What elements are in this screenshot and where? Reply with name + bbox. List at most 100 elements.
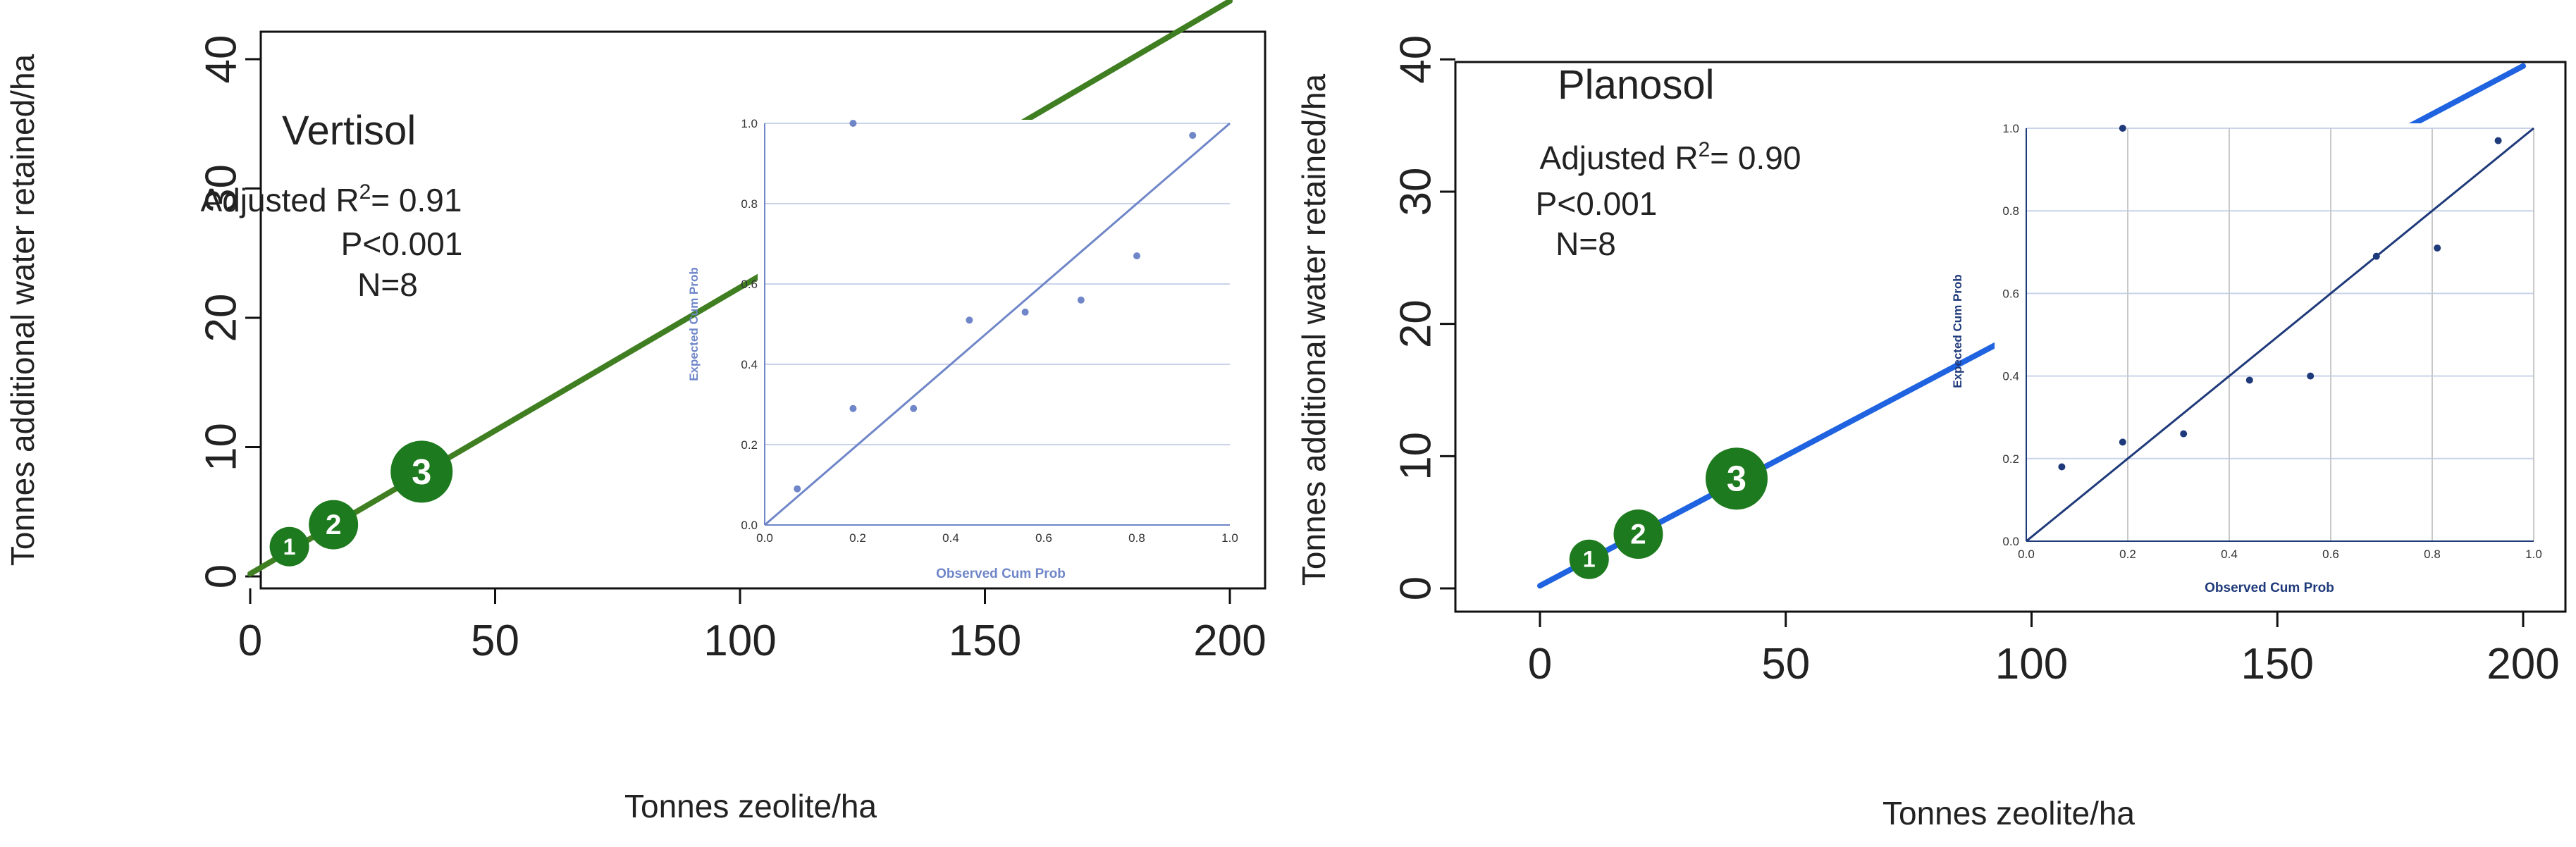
y-tick-label: 0	[1391, 576, 1440, 600]
marker-label: 1	[1583, 547, 1596, 572]
stat-n: N=8	[1555, 225, 1616, 262]
y-tick-label: 0	[197, 564, 245, 588]
inset-x-axis-label: Observed Cum Prob	[936, 567, 1066, 581]
y-tick-label: 30	[197, 164, 245, 213]
inset-reference-line	[2026, 127, 2534, 543]
inset-point	[849, 404, 857, 412]
y-axis-label: Tonnes additional water retained/ha	[4, 54, 41, 566]
inset-point	[2058, 463, 2066, 471]
inset-point	[2119, 438, 2126, 446]
stat-r2-value: = 0.90	[1710, 140, 1801, 176]
x-tick-label: 150	[949, 617, 1021, 665]
chart-1: 0 50 100 150 200 0 10 20 30 40 Tonnes zeolite/ha To…	[1295, 35, 2567, 831]
marker-label: 3	[412, 452, 431, 492]
marker-2	[309, 500, 359, 550]
inset-point	[2307, 372, 2315, 380]
inset-point	[794, 485, 801, 493]
stat-n: N=8	[357, 266, 418, 303]
inset-point	[2180, 430, 2188, 438]
marker-label: 1	[283, 534, 296, 559]
x-tick-label: 0	[1528, 640, 1552, 688]
stat-r2-label: Adjusted R	[1540, 140, 1699, 176]
inset-point	[2245, 376, 2253, 384]
inset-y-tick-label: 1.0	[2002, 122, 2019, 135]
marker-label: 3	[1727, 459, 1746, 499]
x-axis-label: Tonnes zeolite/ha	[624, 788, 877, 824]
x-tick-label: 50	[1761, 640, 1810, 688]
inset-x-axis-label: Observed Cum Prob	[2205, 581, 2334, 595]
marker-2	[1613, 509, 1663, 559]
inset-y-tick-label: 0.0	[741, 519, 758, 532]
inset-point	[2372, 252, 2380, 260]
y-axis-label: Tonnes additional water retained/ha	[1295, 73, 1332, 586]
stat-r2: Adjusted R2= 0.90	[1540, 138, 1801, 176]
inset-point	[2494, 137, 2502, 144]
inset-pp-plot: 0.0 0.2 0.4 0.6 0.8 1.0 0.0 0.2 0.4 0.6 0.8 1.0 Obse…	[687, 117, 1238, 581]
inset-y-tick-label: 0.6	[2002, 287, 2019, 300]
inset-y-tick-label: 0.6	[741, 278, 758, 291]
chart-title: Planosol	[1558, 62, 1714, 108]
stat-p-value: P<0.001	[1536, 185, 1658, 222]
y-tick-label: 20	[197, 294, 245, 342]
inset-y-tick-label: 0.4	[741, 358, 758, 371]
x-tick-label: 150	[2241, 640, 2314, 688]
inset-point	[910, 404, 918, 412]
stat-p-value: P<0.001	[341, 225, 463, 262]
inset-y-tick-label: 0.0	[2002, 535, 2019, 548]
stat-r2-value: = 0.91	[371, 182, 462, 218]
inset-x-tick-label: 0.8	[2424, 548, 2441, 561]
chart-0: 0 50 100 150 200 0 10 20 30 40 Tonnes zeolite/ha To…	[4, 0, 1267, 824]
plot-frame	[1454, 61, 2567, 613]
x-tick-label: 100	[1995, 640, 2068, 688]
inset-x-tick-label: 0.6	[1035, 531, 1052, 545]
inset-x-tick-label: 0.4	[2221, 548, 2238, 561]
inset-x-tick-label: 0.0	[2018, 548, 2035, 561]
plot-frame	[259, 30, 1267, 590]
marker-1	[1569, 539, 1609, 579]
inset-point	[1077, 296, 1085, 304]
y-tick-label: 10	[197, 423, 245, 471]
inset-x-tick-label: 1.0	[2525, 548, 2542, 561]
inset-x-tick-label: 0.0	[756, 531, 773, 545]
stat-r2: Adjusted R2= 0.91	[201, 180, 462, 218]
x-tick-label: 0	[238, 617, 262, 665]
marker-3	[390, 440, 453, 503]
inset-y-tick-label: 0.8	[2002, 204, 2019, 218]
x-tick-label: 50	[471, 617, 519, 665]
x-tick-label: 200	[1193, 617, 1266, 665]
stat-r2-superscript: 2	[1699, 138, 1711, 161]
inset-x-tick-label: 1.0	[1221, 531, 1238, 545]
marker-label: 2	[1630, 519, 1646, 550]
inset-x-tick-label: 0.6	[2322, 548, 2339, 561]
y-tick-label: 20	[1391, 299, 1440, 348]
x-tick-label: 100	[703, 617, 776, 665]
marker-1	[269, 526, 309, 567]
y-tick-label: 30	[1391, 167, 1440, 216]
inset-point	[1021, 308, 1029, 316]
inset-background	[1995, 123, 2537, 553]
inset-point	[1133, 252, 1140, 260]
inset-pp-plot: 0.0 0.2 0.4 0.6 0.8 1.0 0.0 0.2 0.4 0.6 0.8 1.0 Obse…	[1951, 122, 2542, 595]
y-tick-label: 40	[197, 35, 245, 84]
inset-y-tick-label: 0.2	[2002, 452, 2019, 466]
inset-x-tick-label: 0.2	[849, 531, 866, 545]
inset-point	[966, 316, 973, 324]
y-tick-label: 40	[1391, 35, 1440, 84]
inset-point	[849, 120, 857, 127]
inset-y-axis-label: Expected Cum Prob	[1951, 274, 1964, 388]
inset-x-tick-label: 0.8	[1128, 531, 1145, 545]
inset-point	[1189, 132, 1197, 140]
inset-y-axis-label: Expected Cum Prob	[687, 267, 701, 381]
inset-y-tick-label: 1.0	[741, 117, 758, 130]
inset-y-tick-label: 0.4	[2002, 370, 2019, 383]
inset-point	[2434, 244, 2441, 252]
inset-x-tick-label: 0.2	[2119, 548, 2136, 561]
stat-r2-superscript: 2	[359, 180, 371, 204]
inset-y-tick-label: 0.8	[741, 197, 758, 211]
marker-3	[1706, 447, 1768, 510]
marker-label: 2	[326, 509, 341, 540]
inset-reference-line	[764, 122, 1231, 526]
x-axis-label: Tonnes zeolite/ha	[1882, 795, 2135, 831]
x-tick-label: 200	[2486, 640, 2559, 688]
